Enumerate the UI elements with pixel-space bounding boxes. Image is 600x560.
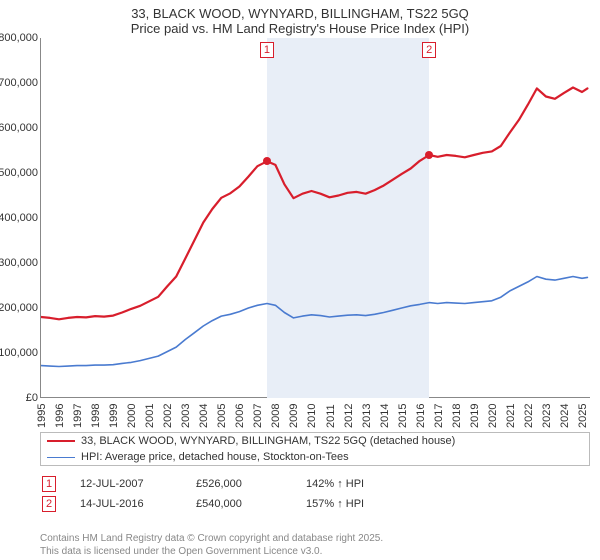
sale-hpi: 157% ↑ HPI xyxy=(306,498,590,510)
title-line-1: 33, BLACK WOOD, WYNYARD, BILLINGHAM, TS2… xyxy=(8,6,592,21)
x-tick-label: 2012 xyxy=(343,404,355,428)
sale-row: 214-JUL-2016£540,000157% ↑ HPI xyxy=(40,494,590,514)
series-svg xyxy=(41,38,591,398)
x-tick-label: 1999 xyxy=(108,404,120,428)
series-hpi xyxy=(41,277,587,367)
x-tick-label: 2009 xyxy=(288,404,300,428)
y-tick-label: £700,000 xyxy=(0,77,38,89)
x-tick-label: 2008 xyxy=(270,404,282,428)
y-tick-label: £200,000 xyxy=(0,302,38,314)
legend-label: 33, BLACK WOOD, WYNYARD, BILLINGHAM, TS2… xyxy=(81,435,455,447)
x-tick-label: 2000 xyxy=(126,404,138,428)
x-tick-label: 2018 xyxy=(451,404,463,428)
x-tick-label: 2014 xyxy=(379,404,391,428)
series-subject xyxy=(41,88,587,320)
x-tick-label: 2006 xyxy=(234,404,246,428)
footer-line-1: Contains HM Land Registry data © Crown c… xyxy=(40,533,590,546)
x-tick-label: 1998 xyxy=(90,404,102,428)
sale-price: £540,000 xyxy=(196,498,306,510)
title-line-2: Price paid vs. HM Land Registry's House … xyxy=(8,21,592,36)
x-tick-label: 2010 xyxy=(306,404,318,428)
sale-price: £526,000 xyxy=(196,478,306,490)
y-tick-label: £800,000 xyxy=(0,32,38,44)
y-tick-label: £400,000 xyxy=(0,212,38,224)
x-tick-label: 2001 xyxy=(144,404,156,428)
plot-area: 12 xyxy=(40,38,590,398)
x-tick-label: 2017 xyxy=(433,404,445,428)
x-tick-label: 2003 xyxy=(180,404,192,428)
sale-date: 12-JUL-2007 xyxy=(56,478,196,490)
x-tick-label: 2005 xyxy=(216,404,228,428)
x-tick-label: 2015 xyxy=(397,404,409,428)
y-axis: £0£100,000£200,000£300,000£400,000£500,0… xyxy=(0,38,40,398)
x-tick-label: 2019 xyxy=(469,404,481,428)
x-tick-label: 2011 xyxy=(325,404,337,428)
y-tick-label: £300,000 xyxy=(0,257,38,269)
legend-row: 33, BLACK WOOD, WYNYARD, BILLINGHAM, TS2… xyxy=(41,433,589,449)
x-tick-label: 1996 xyxy=(54,404,66,428)
sale-row: 112-JUL-2007£526,000142% ↑ HPI xyxy=(40,474,590,494)
legend-row: HPI: Average price, detached house, Stoc… xyxy=(41,449,589,465)
x-tick-label: 2021 xyxy=(505,404,517,428)
x-tick-label: 1997 xyxy=(72,404,84,428)
sales-table: 112-JUL-2007£526,000142% ↑ HPI214-JUL-20… xyxy=(40,474,590,514)
x-tick-label: 2025 xyxy=(577,404,589,428)
x-tick-label: 2002 xyxy=(162,404,174,428)
sale-marker-flag: 2 xyxy=(422,42,436,58)
legend-swatch xyxy=(47,440,75,442)
chart-area: £0 £100,000 £200,000 £300,000 £400,000 £500,0… xyxy=(0,38,600,428)
sale-index-badge: 2 xyxy=(42,496,56,512)
legend-swatch xyxy=(47,457,75,458)
legend: 33, BLACK WOOD, WYNYARD, BILLINGHAM, TS2… xyxy=(40,432,590,466)
sale-marker-dot xyxy=(263,157,271,165)
y-tick-label: £600,000 xyxy=(0,122,38,134)
legend-label: HPI: Average price, detached house, Stoc… xyxy=(81,451,349,463)
x-tick-label: 2013 xyxy=(361,404,373,428)
x-tick-label: 1995 xyxy=(36,404,48,428)
sale-marker-flag: 1 xyxy=(260,42,274,58)
sale-hpi: 142% ↑ HPI xyxy=(306,478,590,490)
y-tick-label: £0 xyxy=(26,392,38,404)
x-tick-label: 2022 xyxy=(523,404,535,428)
x-tick-label: 2024 xyxy=(559,404,571,428)
x-tick-label: 2020 xyxy=(487,404,499,428)
x-tick-label: 2007 xyxy=(252,404,264,428)
chart-title-block: 33, BLACK WOOD, WYNYARD, BILLINGHAM, TS2… xyxy=(0,0,600,38)
sale-marker-dot xyxy=(425,151,433,159)
y-tick-label: £500,000 xyxy=(0,167,38,179)
y-tick-label: £100,000 xyxy=(0,347,38,359)
sale-index-badge: 1 xyxy=(42,476,56,492)
x-tick-label: 2023 xyxy=(541,404,553,428)
footer-line-2: This data is licensed under the Open Gov… xyxy=(40,546,590,559)
attribution-footer: Contains HM Land Registry data © Crown c… xyxy=(40,533,590,558)
x-tick-label: 2004 xyxy=(198,404,210,428)
x-tick-label: 2016 xyxy=(415,404,427,428)
x-axis: 1995199619971998199920002001200220032004… xyxy=(40,400,590,428)
sale-date: 14-JUL-2016 xyxy=(56,498,196,510)
